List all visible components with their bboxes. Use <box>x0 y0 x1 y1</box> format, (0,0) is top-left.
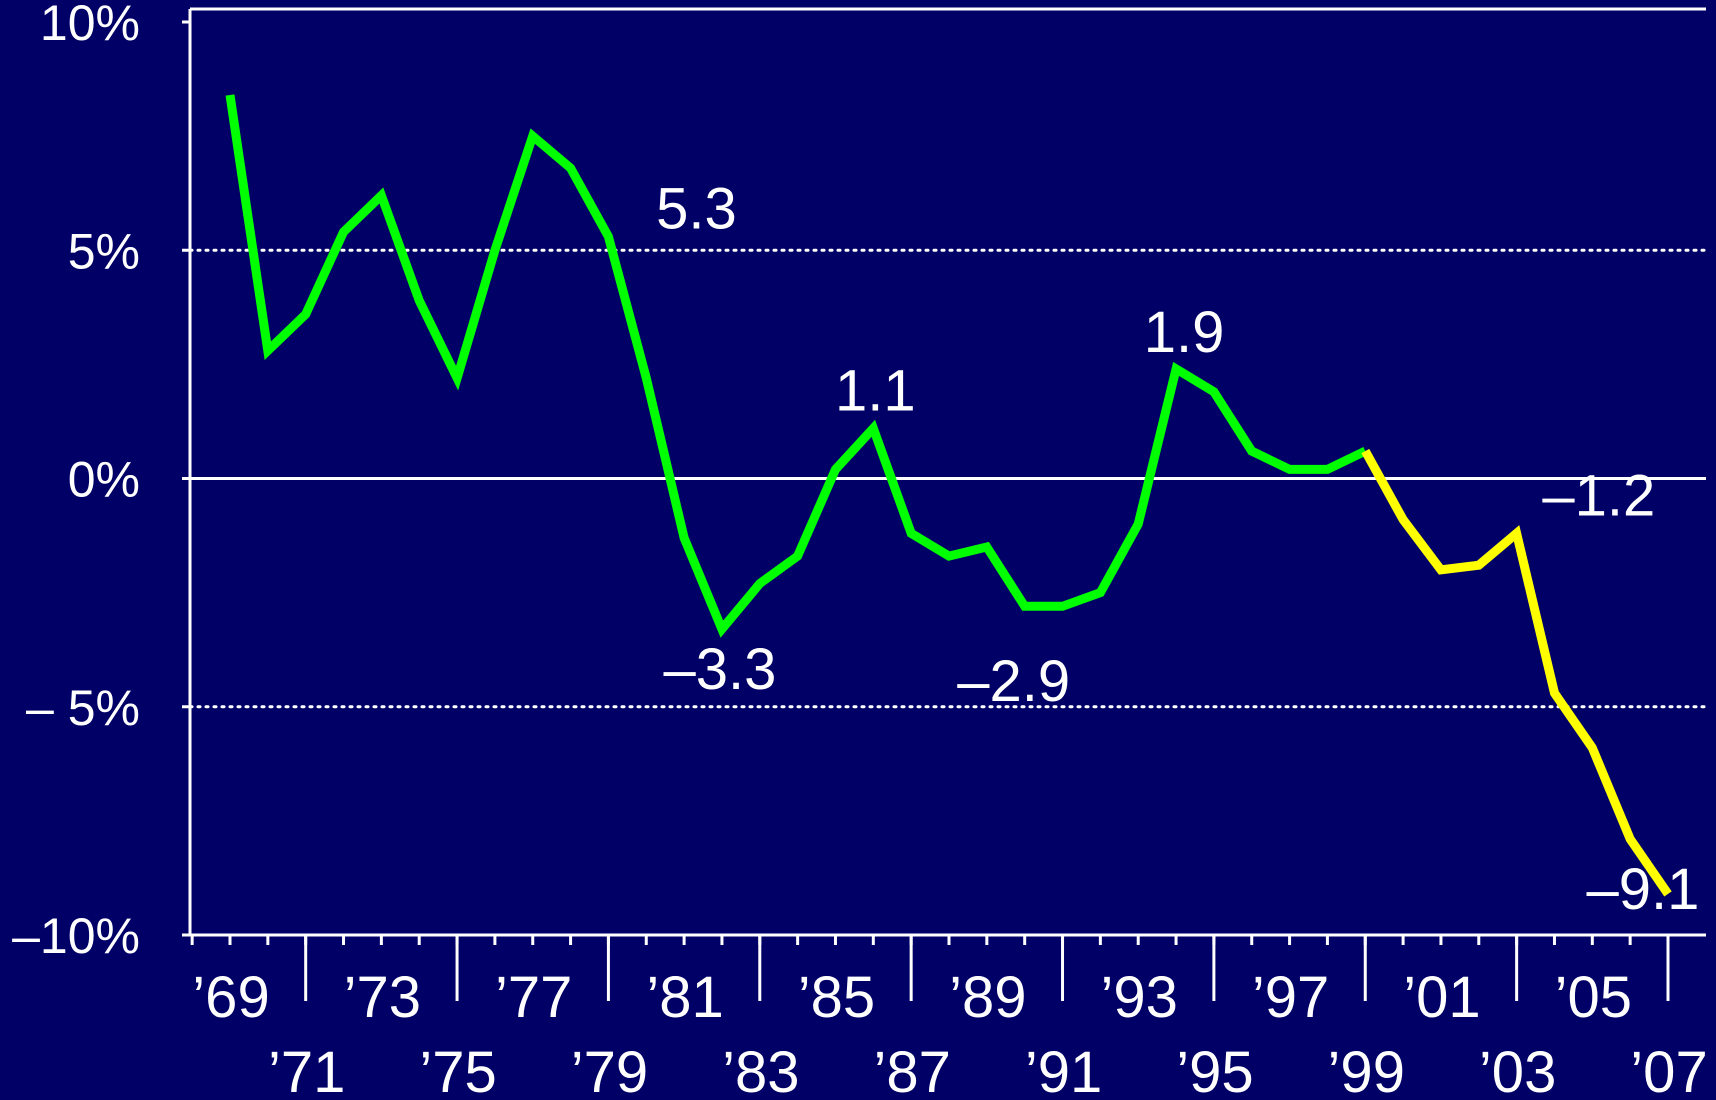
x-tick-label: ’69 <box>192 965 269 1030</box>
data-labels: 5.3 –3.3 1.1 –2.9 1.9 –1.2 –9.1 <box>656 177 1699 922</box>
axes <box>182 7 1706 1001</box>
x-tick-label: ’99 <box>1328 1040 1405 1100</box>
x-tick-label: ’03 <box>1479 1040 1556 1100</box>
series-line-historical <box>225 94 1368 638</box>
gridlines <box>188 248 1708 709</box>
data-label: 1.1 <box>835 358 916 423</box>
x-tick-label: ’89 <box>949 965 1026 1030</box>
series-line-projected <box>1361 448 1672 897</box>
y-tick-label: 10% <box>40 0 140 51</box>
x-tick-label: ’91 <box>1025 1040 1102 1100</box>
data-label: –9.1 <box>1587 857 1700 922</box>
x-tick-label: ’93 <box>1101 965 1178 1030</box>
x-tick-label: ’71 <box>268 1040 345 1100</box>
data-label: –3.3 <box>664 637 777 702</box>
x-tick-label: ’85 <box>798 965 875 1030</box>
y-tick-label: 0% <box>68 452 140 508</box>
data-series <box>225 94 1672 897</box>
x-tick-label: ’97 <box>1252 965 1329 1030</box>
x-tick-label: ’77 <box>495 965 572 1030</box>
data-label: 5.3 <box>656 177 737 242</box>
x-tick-label: ’81 <box>646 965 723 1030</box>
x-tick-label: ’75 <box>419 1040 496 1100</box>
x-tick-label: ’79 <box>571 1040 648 1100</box>
x-tick-label: ’05 <box>1555 965 1632 1030</box>
data-label: –1.2 <box>1542 463 1655 528</box>
x-tick-label: ’83 <box>722 1040 799 1100</box>
y-tick-label: 5% <box>68 223 140 279</box>
x-tick-label: ’07 <box>1630 1040 1707 1100</box>
x-tick-label: ’73 <box>344 965 421 1030</box>
y-tick-label: – 5% <box>26 680 140 736</box>
y-tick-label: –10% <box>12 908 140 964</box>
tick-labels: 10% 5% 0% – 5% –10% ’69 ’73 ’77 ’81 ’85 ’89 ’93 ’97 ’… <box>12 0 1708 1100</box>
x-tick-label: ’87 <box>873 1040 950 1100</box>
data-label: –2.9 <box>957 649 1070 714</box>
x-tick-label: ’95 <box>1176 1040 1253 1100</box>
data-label: 1.9 <box>1144 300 1225 365</box>
x-tick-label: ’01 <box>1403 965 1480 1030</box>
